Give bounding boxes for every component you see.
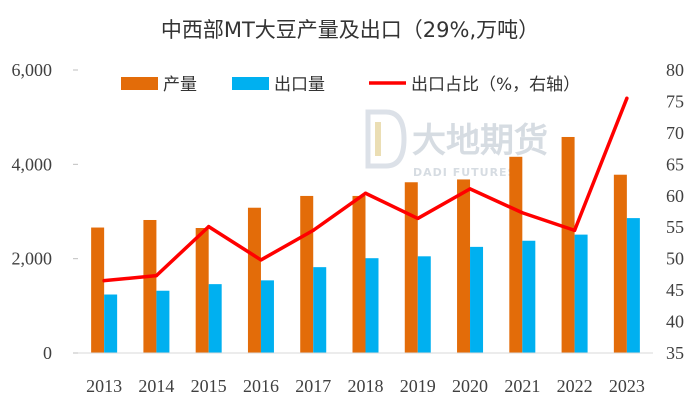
x-tick-label: 2021	[504, 376, 540, 396]
ratio-point-2017	[311, 228, 315, 232]
chart-title: 中西部MT大豆产量及出口（29%,万吨）	[161, 18, 539, 42]
bar-export-2013	[104, 294, 118, 353]
bar-production-2017	[300, 195, 314, 353]
x-tick-label: 2015	[191, 376, 227, 396]
legend-swatch-export	[232, 77, 269, 90]
ratio-point-2015	[207, 224, 211, 229]
right-tick-label: 75	[666, 91, 684, 111]
ratio-point-2021	[520, 211, 524, 215]
left-tick-label: 6,000	[12, 60, 53, 80]
x-tick-label: 2019	[400, 376, 436, 396]
bar-export-2016	[260, 280, 274, 353]
watermark-text: 大地期货	[412, 121, 548, 161]
ratio-point-2023	[625, 96, 629, 100]
x-tick-label: 2022	[557, 376, 593, 396]
legend-label-export: 出口量	[274, 75, 325, 95]
right-tick-label: 45	[666, 280, 684, 300]
ratio-point-2014	[154, 274, 159, 278]
right-tick-label: 70	[666, 123, 684, 143]
bars	[91, 136, 640, 353]
bar-production-2018	[352, 195, 366, 353]
bar-production-2022	[561, 136, 575, 353]
bar-production-2019	[404, 182, 418, 353]
bar-export-2014	[156, 290, 170, 353]
x-tick-label: 2016	[243, 376, 279, 396]
right-tick-label: 55	[666, 217, 684, 237]
x-tick-label: 2018	[348, 376, 384, 396]
bar-export-2023	[626, 218, 640, 353]
ratio-point-2019	[416, 216, 420, 221]
bar-production-2020	[457, 179, 471, 353]
left-tick-label: 4,000	[12, 154, 53, 174]
bar-production-2016	[247, 207, 261, 353]
right-axis: 35 40 45 50 55 60 65 70 75 80	[666, 60, 684, 363]
bar-production-2015	[195, 228, 209, 353]
ratio-point-2016	[259, 258, 263, 262]
ratio-point-2020	[468, 187, 472, 191]
ratio-point-2018	[363, 191, 368, 195]
watermark-logo-icon	[365, 109, 407, 169]
x-tick-label: 2017	[295, 376, 331, 396]
ratio-line	[102, 96, 629, 283]
x-tick-label: 2023	[609, 376, 645, 396]
right-tick-label: 65	[666, 154, 684, 174]
watermark: 大地期货 DADI FUTURES	[365, 109, 548, 179]
ratio-point-2013	[102, 279, 106, 283]
bar-export-2020	[470, 246, 484, 353]
left-axis: 0 2,000 4,000 6,000	[12, 60, 78, 363]
legend-swatch-production	[121, 77, 158, 90]
right-tick-label: 50	[666, 249, 684, 269]
legend-label-ratio: 出口占比（%，右轴）	[411, 75, 580, 95]
bar-export-2021	[522, 240, 536, 353]
left-tick-label: 0	[43, 343, 52, 363]
right-tick-label: 40	[666, 312, 684, 332]
left-tick-label: 2,000	[12, 249, 53, 269]
legend: 产量 出口量 出口占比（%，右轴）	[121, 75, 580, 95]
bar-export-2015	[208, 284, 222, 353]
x-tick-label: 2014	[138, 376, 174, 396]
bar-export-2022	[574, 234, 588, 353]
bar-export-2019	[417, 256, 431, 353]
legend-label-production: 产量	[163, 75, 197, 95]
bar-production-2023	[613, 174, 627, 353]
x-tick-label: 2013	[86, 376, 122, 396]
x-tick-label: 2020	[452, 376, 488, 396]
ratio-point-2022	[572, 228, 577, 232]
bar-production-2021	[509, 156, 523, 353]
right-tick-label: 60	[666, 186, 684, 206]
watermark-subtext: DADI FUTURES	[413, 166, 517, 179]
bar-production-2014	[143, 219, 157, 353]
right-tick-label: 35	[666, 343, 684, 363]
right-tick-label: 80	[666, 60, 684, 80]
bar-production-2013	[91, 227, 105, 353]
bar-export-2017	[313, 267, 327, 353]
x-axis: 2013 2014 2015 2016 2017 2018 2019 2020 2021 2022…	[86, 376, 645, 396]
bar-export-2018	[365, 258, 379, 353]
